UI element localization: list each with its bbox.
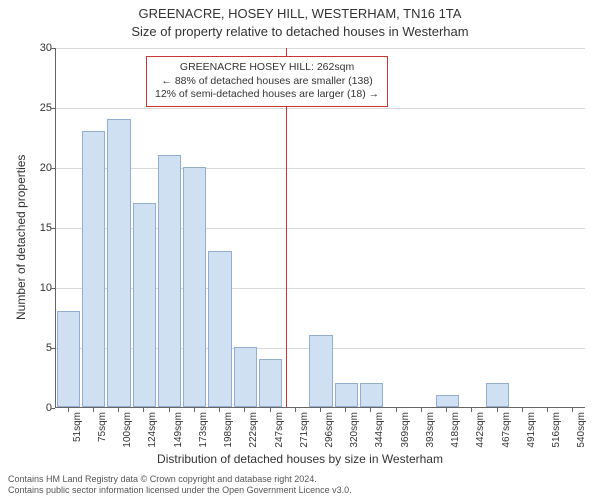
y-tick-mark xyxy=(51,168,55,169)
histogram-bar xyxy=(208,251,231,407)
chart-container: { "header": { "title1": "GREENACRE, HOSE… xyxy=(0,0,600,500)
x-tick-label: 124sqm xyxy=(147,412,158,448)
x-tick-label: 467sqm xyxy=(501,412,512,448)
x-tick-mark xyxy=(446,408,447,412)
x-tick-mark xyxy=(295,408,296,412)
y-axis-label: Number of detached properties xyxy=(14,155,28,320)
histogram-bar xyxy=(183,167,206,407)
histogram-bar xyxy=(158,155,181,407)
y-tick-mark xyxy=(51,408,55,409)
x-tick-mark xyxy=(471,408,472,412)
gridline xyxy=(56,108,585,109)
x-tick-label: 222sqm xyxy=(248,412,259,448)
footer-line-1: Contains HM Land Registry data © Crown c… xyxy=(8,474,352,485)
histogram-bar xyxy=(335,383,358,407)
x-tick-mark xyxy=(169,408,170,412)
x-tick-mark xyxy=(219,408,220,412)
x-tick-mark xyxy=(572,408,573,412)
x-tick-mark xyxy=(370,408,371,412)
chart-subtitle: Size of property relative to detached ho… xyxy=(0,24,600,39)
histogram-bar xyxy=(486,383,509,407)
x-tick-label: 418sqm xyxy=(450,412,461,448)
y-tick-label: 15 xyxy=(22,222,52,234)
x-tick-mark xyxy=(118,408,119,412)
x-tick-mark xyxy=(143,408,144,412)
x-tick-mark xyxy=(547,408,548,412)
annotation-line: 12% of semi-detached houses are larger (… xyxy=(155,88,379,102)
x-tick-label: 271sqm xyxy=(299,412,310,448)
y-tick-label: 20 xyxy=(22,162,52,174)
histogram-bar xyxy=(234,347,257,407)
footer-line-2: Contains public sector information licen… xyxy=(8,485,352,496)
x-tick-mark xyxy=(522,408,523,412)
y-tick-mark xyxy=(51,288,55,289)
x-tick-mark xyxy=(345,408,346,412)
x-tick-label: 75sqm xyxy=(97,412,108,442)
x-tick-label: 247sqm xyxy=(274,412,285,448)
histogram-bar xyxy=(360,383,383,407)
histogram-bar xyxy=(82,131,105,407)
x-tick-label: 296sqm xyxy=(324,412,335,448)
footer-attribution: Contains HM Land Registry data © Crown c… xyxy=(8,474,352,496)
y-tick-mark xyxy=(51,108,55,109)
x-tick-label: 516sqm xyxy=(551,412,562,448)
annotation-box: GREENACRE HOSEY HILL: 262sqm← 88% of det… xyxy=(146,56,388,107)
x-axis-label: Distribution of detached houses by size … xyxy=(0,452,600,466)
x-tick-mark xyxy=(320,408,321,412)
histogram-bar xyxy=(57,311,80,407)
annotation-line: ← 88% of detached houses are smaller (13… xyxy=(155,75,379,89)
y-tick-mark xyxy=(51,348,55,349)
chart-title-address: GREENACRE, HOSEY HILL, WESTERHAM, TN16 1… xyxy=(0,6,600,21)
x-tick-label: 320sqm xyxy=(349,412,360,448)
x-tick-label: 198sqm xyxy=(223,412,234,448)
x-tick-label: 540sqm xyxy=(576,412,587,448)
x-tick-mark xyxy=(270,408,271,412)
y-tick-label: 0 xyxy=(22,402,52,414)
x-tick-label: 51sqm xyxy=(72,412,83,442)
y-tick-mark xyxy=(51,48,55,49)
x-tick-mark xyxy=(244,408,245,412)
histogram-bar xyxy=(259,359,282,407)
y-tick-label: 10 xyxy=(22,282,52,294)
x-tick-label: 369sqm xyxy=(400,412,411,448)
histogram-bar xyxy=(133,203,156,407)
x-tick-mark xyxy=(194,408,195,412)
x-tick-mark xyxy=(421,408,422,412)
x-tick-label: 491sqm xyxy=(526,412,537,448)
x-tick-label: 442sqm xyxy=(475,412,486,448)
annotation-line: GREENACRE HOSEY HILL: 262sqm xyxy=(155,61,379,75)
histogram-bar xyxy=(309,335,332,407)
histogram-bar xyxy=(107,119,130,407)
x-tick-mark xyxy=(68,408,69,412)
x-tick-label: 344sqm xyxy=(374,412,385,448)
plot-area: GREENACRE HOSEY HILL: 262sqm← 88% of det… xyxy=(55,48,585,408)
y-tick-mark xyxy=(51,228,55,229)
x-tick-label: 149sqm xyxy=(173,412,184,448)
y-tick-label: 25 xyxy=(22,102,52,114)
x-tick-label: 173sqm xyxy=(198,412,209,448)
y-tick-label: 30 xyxy=(22,42,52,54)
gridline xyxy=(56,48,585,49)
gridline xyxy=(56,168,585,169)
y-tick-label: 5 xyxy=(22,342,52,354)
x-tick-label: 100sqm xyxy=(122,412,133,448)
x-tick-mark xyxy=(396,408,397,412)
x-tick-mark xyxy=(93,408,94,412)
histogram-bar xyxy=(436,395,459,407)
x-tick-mark xyxy=(497,408,498,412)
x-tick-label: 393sqm xyxy=(425,412,436,448)
